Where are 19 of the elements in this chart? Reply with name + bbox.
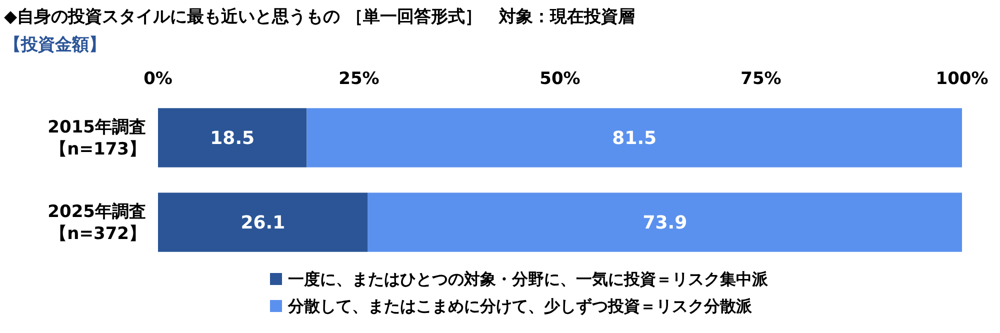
chart-title: ◆自身の投資スタイルに最も近いと思うもの ［単一回答形式］ 対象：現在投資層 — [4, 7, 635, 27]
x-tick-label: 0% — [144, 69, 172, 89]
x-tick-label: 100% — [936, 69, 988, 89]
legend-label: 分散して、またはこまめに分けて、少しずつ投資＝リスク分散派 — [287, 296, 753, 316]
x-tick-label: 75% — [740, 69, 782, 89]
data-label: 18.5 — [210, 128, 255, 150]
chart-subtitle: 【投資金額】 — [4, 35, 106, 55]
x-tick-label: 50% — [540, 69, 580, 89]
data-label: 81.5 — [612, 128, 657, 150]
data-label: 73.9 — [642, 212, 688, 234]
y-tick-label: 2015年調査【n=173】 — [48, 118, 146, 160]
y-tick-label: 2025年調査【n=372】 — [48, 202, 146, 244]
bar — [158, 108, 307, 168]
bar — [306, 108, 962, 168]
bar — [158, 192, 368, 252]
legend-label: 一度に、またはひとつの対象・分野に、一気に投資＝リスク集中派 — [288, 270, 769, 289]
bar — [368, 192, 962, 252]
x-tick-label: 25% — [338, 69, 380, 89]
data-label: 26.1 — [240, 212, 286, 234]
